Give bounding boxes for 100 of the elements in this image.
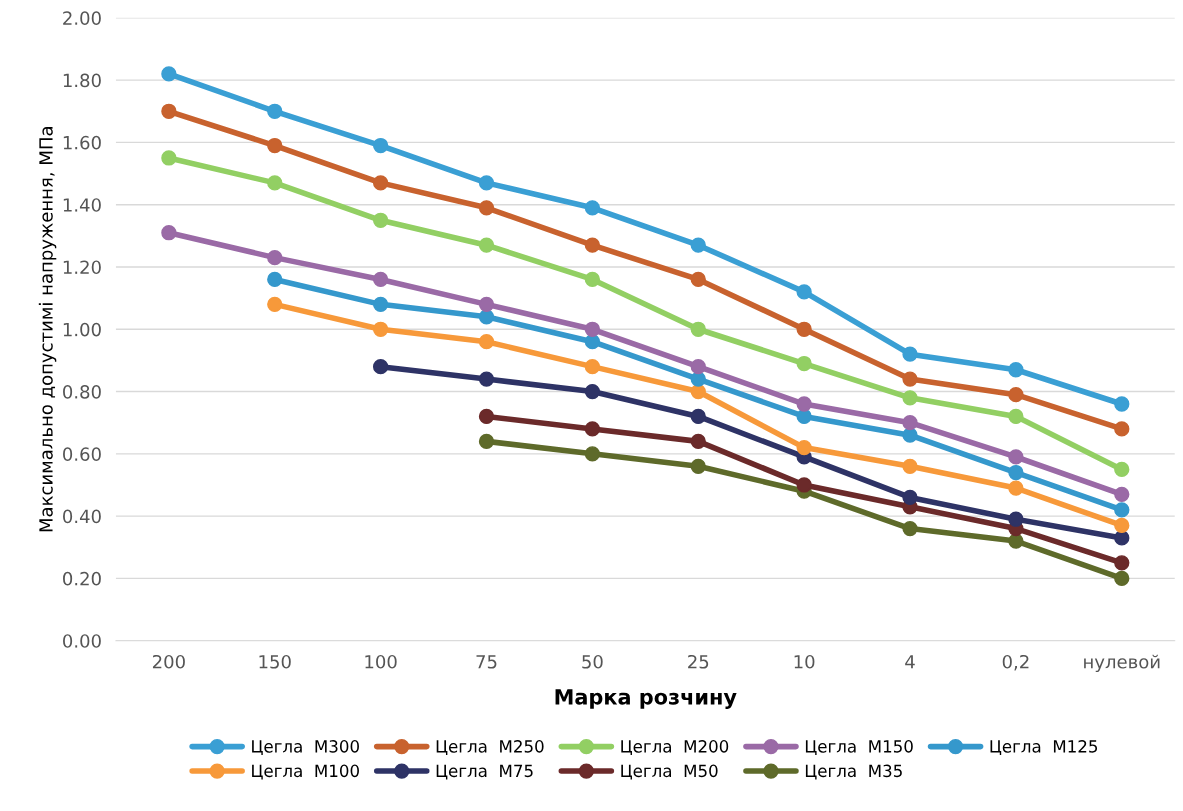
- point: [796, 396, 812, 412]
- point: [584, 446, 601, 462]
- point: [372, 175, 389, 191]
- point: [584, 334, 601, 350]
- point: [1008, 449, 1024, 465]
- point: [372, 137, 389, 154]
- point: [584, 321, 601, 337]
- point: [1114, 570, 1130, 587]
- legend-label: Цегла М125: [990, 740, 1098, 756]
- x-tick-label: 150: [259, 654, 291, 669]
- point: [902, 458, 918, 474]
- point: [584, 383, 601, 400]
- x-tick-label: 0,2: [1002, 654, 1029, 671]
- point: [478, 408, 495, 425]
- point: [690, 371, 706, 387]
- point: [690, 458, 706, 474]
- x-tick-label: нулевой: [1084, 654, 1160, 673]
- y-tick-label: 1.40: [63, 198, 101, 212]
- point: [796, 284, 812, 300]
- x-tick-label: 10: [794, 654, 815, 669]
- y-axis-title: Максимально допустимі напруження, МПа: [38, 127, 57, 532]
- point: [267, 175, 283, 191]
- point: [372, 358, 389, 375]
- point: [1114, 461, 1130, 478]
- point: [902, 489, 918, 506]
- point: [478, 433, 495, 450]
- point: [796, 355, 812, 372]
- point: [1114, 502, 1130, 518]
- point: [1114, 555, 1130, 571]
- point: [267, 249, 283, 266]
- point: [478, 200, 495, 216]
- legend-label: Цегла М50: [621, 764, 718, 780]
- point: [584, 200, 601, 216]
- legend-label: Цегла М100: [252, 764, 359, 780]
- point: [1008, 387, 1024, 403]
- y-tick-label: 1.80: [63, 73, 101, 88]
- legend-label: Цегла М75: [436, 764, 533, 780]
- point: [267, 271, 283, 288]
- x-tick-label: 4: [905, 655, 915, 669]
- legend-label: Цегла М300: [252, 740, 359, 756]
- point: [902, 427, 918, 443]
- point: [478, 237, 495, 253]
- point: [902, 415, 918, 431]
- point: [690, 408, 706, 425]
- x-tick-label: 100: [365, 654, 397, 669]
- point: [267, 137, 283, 154]
- point: [902, 390, 918, 406]
- x-tick-label: 25: [688, 654, 709, 669]
- y-tick-label: 0.80: [63, 385, 101, 399]
- point: [1008, 464, 1024, 481]
- point: [372, 296, 389, 312]
- point: [372, 212, 389, 228]
- x-tick-label: 200: [152, 654, 185, 669]
- point: [1114, 421, 1130, 437]
- x-tick-label: 50: [582, 654, 603, 669]
- y-tick-label: 0.00: [63, 634, 101, 648]
- y-tick-label: 1.20: [63, 260, 101, 275]
- point: [1008, 408, 1024, 425]
- point: [1008, 362, 1024, 378]
- point: [690, 383, 706, 400]
- y-tick-label: 0.20: [63, 571, 101, 586]
- point: [690, 237, 706, 253]
- point: [478, 371, 495, 387]
- y-tick-label: 0.40: [63, 509, 101, 524]
- point: [1114, 486, 1130, 502]
- legend-label: Цегла М35: [805, 764, 902, 780]
- point: [584, 237, 601, 253]
- point: [372, 321, 389, 337]
- point: [690, 358, 706, 375]
- point: [690, 321, 706, 337]
- point: [372, 271, 389, 288]
- point: [1114, 517, 1130, 534]
- point: [796, 408, 812, 425]
- y-tick-label: 1.60: [63, 135, 101, 150]
- x-tick-label: 75: [476, 655, 497, 669]
- point: [267, 296, 283, 312]
- point: [796, 321, 812, 337]
- point: [690, 271, 706, 288]
- point: [161, 66, 177, 82]
- point: [584, 271, 601, 288]
- legend-label: Цегла М200: [621, 740, 729, 756]
- y-tick-label: 2.00: [63, 11, 101, 25]
- y-tick-label: 1.00: [63, 322, 101, 337]
- point: [902, 346, 918, 362]
- point: [796, 477, 812, 493]
- point: [267, 103, 283, 119]
- legend-label: Цегла М150: [805, 740, 913, 756]
- point: [584, 358, 601, 375]
- point: [690, 433, 706, 450]
- point: [161, 150, 177, 166]
- point: [1008, 480, 1024, 496]
- point: [902, 520, 918, 537]
- point: [1008, 511, 1024, 527]
- point: [1114, 396, 1130, 412]
- point: [796, 439, 812, 456]
- x-axis-title: Марка розчину: [555, 689, 737, 709]
- y-tick-label: 0.60: [63, 447, 101, 461]
- legend-label: Цегла М250: [436, 740, 544, 756]
- point: [161, 103, 177, 119]
- point: [478, 175, 495, 191]
